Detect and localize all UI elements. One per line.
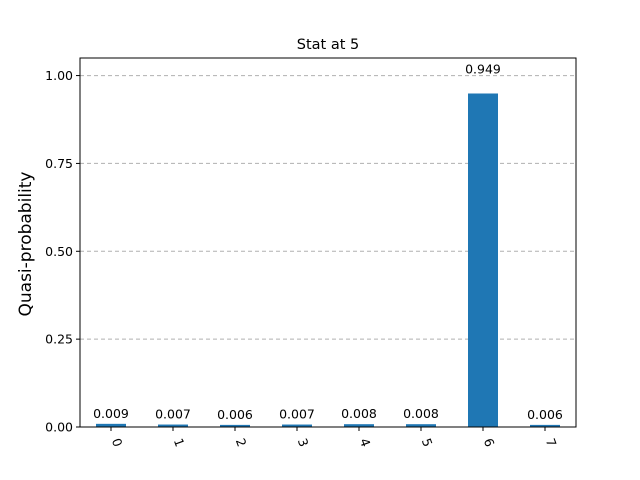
x-tick-label: 4 bbox=[357, 436, 374, 449]
x-tick-label: 5 bbox=[419, 436, 436, 449]
bar bbox=[282, 424, 312, 427]
bar bbox=[158, 424, 188, 427]
bar bbox=[468, 93, 498, 427]
y-ticks: 0.00 0.25 0.50 0.75 1.00 bbox=[45, 68, 80, 435]
x-tick-label: 2 bbox=[233, 436, 250, 449]
bar bbox=[96, 423, 126, 427]
bar bbox=[344, 424, 374, 427]
bar-value-label: 0.009 bbox=[93, 406, 129, 421]
bar-value-label: 0.008 bbox=[403, 406, 439, 421]
plot-frame bbox=[79, 57, 577, 428]
x-tick-label: 3 bbox=[295, 436, 312, 449]
bar-value-label: 0.008 bbox=[341, 406, 377, 421]
x-tick-label: 0 bbox=[109, 436, 126, 449]
bar bbox=[530, 424, 560, 427]
bar bbox=[406, 424, 436, 427]
x-tick-label: 1 bbox=[171, 436, 188, 449]
y-tick-label: 0.50 bbox=[45, 244, 73, 259]
bars-layer bbox=[96, 93, 560, 427]
x-ticks: 0 1 2 3 4 5 6 7 bbox=[109, 427, 560, 449]
bar-labels: 0.009 0.007 0.006 0.007 0.008 0.008 0.949 0.006 bbox=[93, 61, 563, 421]
y-tick-label: 0.00 bbox=[45, 420, 73, 435]
chart-title: Stat at 5 bbox=[297, 37, 359, 53]
grid-layer bbox=[80, 75, 576, 340]
bar-value-label: 0.007 bbox=[279, 407, 315, 422]
bar-value-label: 0.949 bbox=[465, 61, 501, 76]
y-tick-label: 0.75 bbox=[45, 156, 73, 171]
bar-value-label: 0.007 bbox=[155, 407, 191, 422]
y-tick-label: 0.25 bbox=[45, 332, 73, 347]
bar-value-label: 0.006 bbox=[217, 407, 253, 422]
y-tick-label: 1.00 bbox=[45, 68, 73, 83]
bar-value-label: 0.006 bbox=[527, 407, 563, 422]
y-axis-label: Quasi-probability bbox=[16, 172, 36, 317]
x-tick-label: 7 bbox=[543, 436, 560, 449]
bar bbox=[220, 424, 250, 427]
x-tick-label: 6 bbox=[481, 436, 498, 449]
